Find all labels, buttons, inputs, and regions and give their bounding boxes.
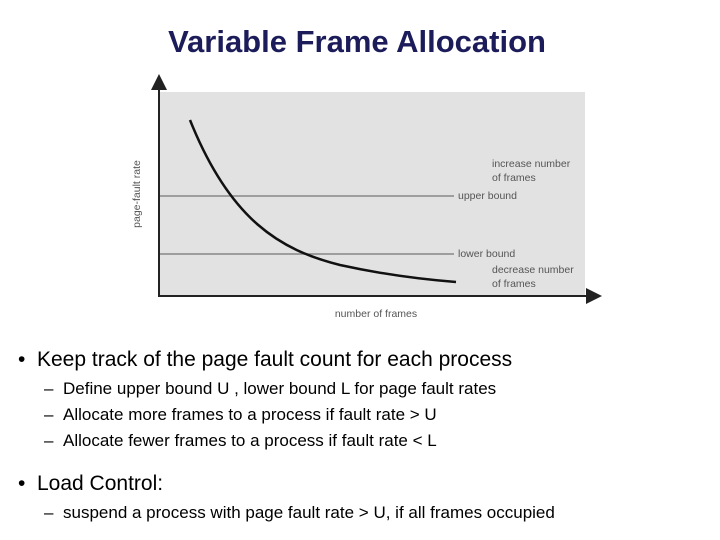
- y-axis-label: page-fault rate: [131, 160, 143, 228]
- sub-bullet-text: Allocate fewer frames to a process if fa…: [63, 431, 437, 450]
- sub-bullet-text: Allocate more frames to a process if fau…: [63, 405, 437, 424]
- annotation: decrease number: [492, 264, 574, 276]
- sub-bullet: – suspend a process with page fault rate …: [44, 503, 555, 522]
- annotation: increase number: [492, 158, 571, 170]
- bullet-text: Load Control:: [37, 472, 164, 495]
- bullet: • Keep track of the page fault count for …: [18, 348, 513, 371]
- sub-bullet-text: suspend a process with page fault rate >…: [63, 503, 555, 522]
- fault-curve: [188, 119, 457, 284]
- sub-bullet: – Allocate more frames to a process if fa…: [44, 405, 437, 424]
- annotation: upper bound: [458, 190, 517, 202]
- bullet-text: Keep track of the page fault count for e…: [37, 348, 513, 371]
- x-axis-label: number of frames: [335, 308, 417, 320]
- annotation: lower bound: [458, 248, 515, 260]
- slide-title: Variable Frame Allocation: [168, 24, 546, 59]
- annotation: of frames: [492, 172, 536, 184]
- sub-bullet-text: Define upper bound U , lower bound L for…: [63, 379, 497, 398]
- annotation: of frames: [492, 278, 536, 290]
- sub-bullet: – Allocate fewer frames to a process if f…: [44, 431, 437, 450]
- sub-bullet: – Define upper bound U , lower bound L fo…: [44, 379, 497, 398]
- bullet: • Load Control:: [18, 472, 164, 495]
